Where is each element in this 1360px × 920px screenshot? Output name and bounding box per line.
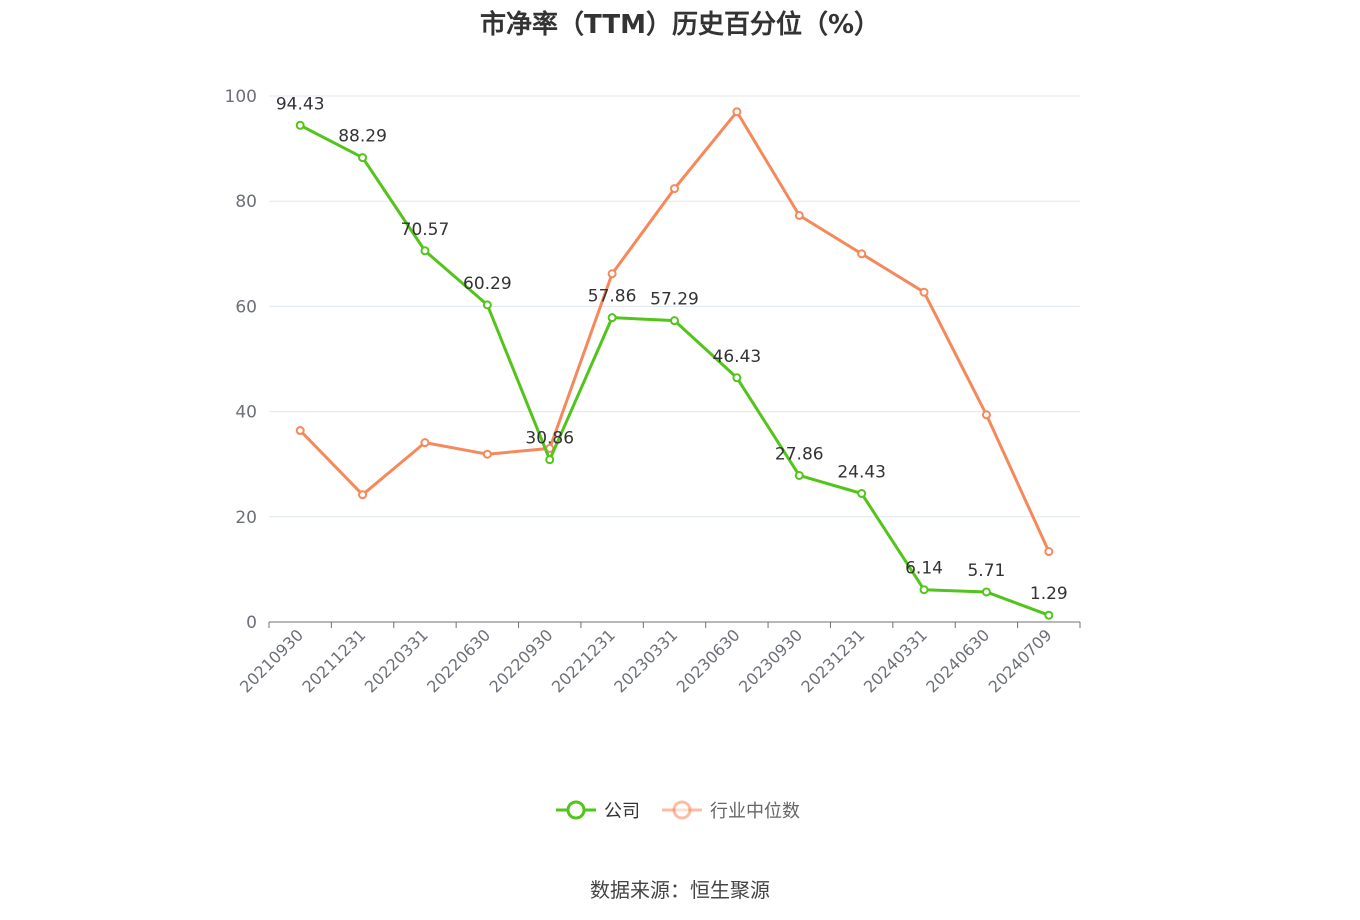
x-tick-label: 20221231 [548, 625, 619, 696]
data-point [1044, 547, 1054, 557]
x-tick-label: 20240709 [985, 625, 1056, 696]
data-point [670, 184, 679, 194]
data-point [420, 438, 430, 448]
data-source-note: 数据来源：恒生聚源 [590, 878, 770, 902]
data-labels: 94.43 88.29 70.57 60.29 30.86 57.86 57.29 46.43… [276, 94, 1068, 604]
y-tick-label: 40 [235, 403, 257, 423]
data-point [919, 585, 929, 595]
data-point [607, 269, 617, 279]
y-tick-label: 0 [246, 613, 257, 633]
legend-swatch-marker [672, 800, 692, 820]
y-tick-label: 60 [235, 297, 257, 317]
x-tick-label: 20240331 [860, 625, 931, 696]
data-point [358, 153, 368, 163]
data-label: 6.14 [905, 559, 943, 579]
data-point [420, 246, 430, 256]
data-point [482, 300, 492, 310]
data-label: 57.86 [588, 287, 637, 307]
data-point [295, 426, 305, 436]
series [295, 107, 1054, 620]
x-tick-label: 20231231 [797, 625, 868, 696]
grid-lines [269, 95, 1080, 518]
data-label: 46.43 [713, 347, 762, 367]
y-tick-label: 80 [235, 192, 257, 212]
data-point [981, 587, 991, 597]
data-label: 1.29 [1030, 584, 1068, 604]
x-tick-label: 20210930 [236, 625, 307, 696]
series-line [299, 123, 1050, 617]
legend-item[interactable]: 行业中位数 [662, 800, 800, 822]
y-tick-label: 100 [225, 87, 257, 107]
x-tick-label: 20220930 [486, 625, 557, 696]
legend-swatch-marker [566, 800, 586, 820]
data-point [794, 210, 804, 220]
data-point [732, 107, 742, 117]
x-tick-label: 20211231 [298, 625, 369, 696]
data-label: 30.86 [525, 429, 574, 449]
data-point [482, 449, 492, 459]
data-point [981, 410, 991, 420]
legend-label: 公司 [604, 801, 640, 822]
data-label: 94.43 [276, 94, 325, 114]
data-label: 70.57 [401, 220, 450, 240]
data-point [545, 455, 555, 465]
data-point [919, 287, 929, 297]
data-point [295, 120, 305, 130]
data-point [1044, 610, 1054, 620]
data-point [607, 313, 617, 323]
x-tick-label: 20230930 [735, 625, 806, 696]
x-tick-label: 20230630 [673, 625, 744, 696]
legend-label: 行业中位数 [710, 801, 800, 822]
data-label: 88.29 [338, 127, 387, 147]
data-label: 24.43 [837, 462, 886, 482]
series-line [299, 110, 1051, 553]
data-point [358, 490, 368, 500]
legend-item[interactable]: 公司 [556, 800, 640, 822]
data-point [670, 316, 679, 326]
x-tick-label: 20230331 [610, 625, 681, 696]
data-point [794, 470, 804, 480]
data-point [857, 488, 867, 498]
data-label: 27.86 [775, 444, 824, 464]
chart-title: 市净率（TTM）历史百分位（%） [480, 10, 880, 40]
x-tick-label: 20240630 [922, 625, 993, 696]
data-label: 57.29 [650, 290, 699, 310]
legend: 公司 行业中位数 [556, 800, 800, 822]
y-tick-label: 20 [235, 508, 257, 528]
data-label: 5.71 [967, 561, 1005, 581]
data-point [857, 249, 867, 259]
data-label: 60.29 [463, 274, 512, 294]
axes: 0204060801002021093020211231202203312022… [225, 87, 1081, 696]
x-tick-label: 20220630 [423, 625, 494, 696]
data-point [732, 373, 742, 383]
x-tick-label: 20220331 [361, 625, 432, 696]
